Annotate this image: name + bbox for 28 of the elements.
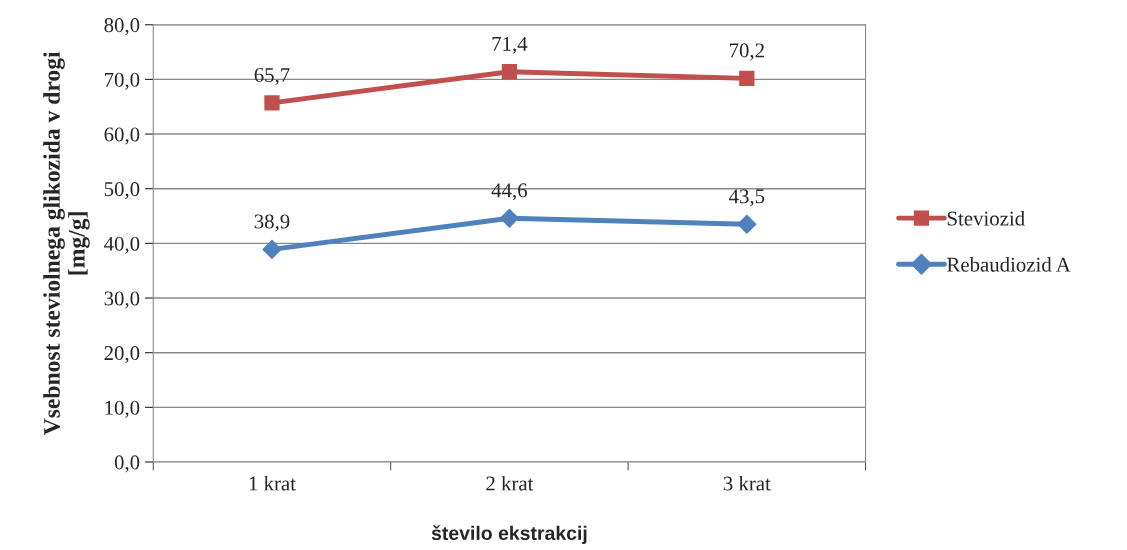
point bbox=[499, 208, 520, 229]
data-label: 38,9 bbox=[254, 214, 290, 232]
x-tick-label: 1 krat bbox=[249, 475, 296, 491]
y-tick-label: 30,0 bbox=[104, 291, 140, 309]
data-label: 44,6 bbox=[491, 183, 528, 201]
y-tick-label: 70,0 bbox=[104, 72, 140, 90]
x-tick-label: 3 krat bbox=[723, 475, 771, 491]
point bbox=[262, 239, 282, 260]
legend-label: Steviozid bbox=[947, 210, 1025, 226]
data-label: 65,7 bbox=[254, 68, 290, 86]
y-axis-title: Vsebnost steviolnega glikozida v drogi [mg/g] bbox=[43, 51, 90, 436]
y-tick-label: 20,0 bbox=[104, 346, 140, 364]
point bbox=[264, 95, 280, 111]
y-tick-label: 10,0 bbox=[105, 400, 140, 418]
data-label: 43,5 bbox=[729, 189, 765, 207]
x-axis-title: število ekstrakcij bbox=[431, 525, 587, 544]
data-label: 70,2 bbox=[729, 43, 764, 61]
y-tick-label: 0,0 bbox=[114, 455, 140, 473]
x-tick-label: 2 krat bbox=[486, 475, 534, 491]
y-tick-label: 80,0 bbox=[104, 18, 140, 36]
legend-label: Rebaudiozid A bbox=[947, 257, 1071, 272]
y-tick-label: 40,0 bbox=[104, 236, 140, 254]
point bbox=[739, 70, 755, 86]
y-tick-label: 50,0 bbox=[104, 182, 140, 200]
point bbox=[737, 214, 757, 235]
point bbox=[501, 64, 518, 80]
data-label: 71,4 bbox=[492, 36, 528, 54]
y-tick-label: 60,0 bbox=[104, 127, 140, 145]
